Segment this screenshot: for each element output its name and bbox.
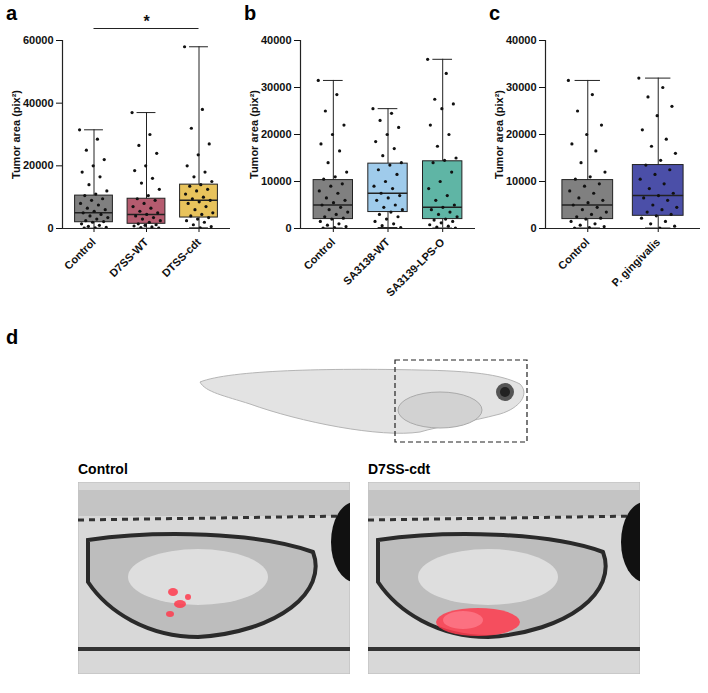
svg-text:60000: 60000 xyxy=(23,34,54,46)
html-text:b: b xyxy=(244,2,257,24)
svg-text:10000: 10000 xyxy=(506,175,537,187)
svg-text:20000: 20000 xyxy=(23,159,54,171)
svg-text:DTSS-cdt: DTSS-cdt xyxy=(159,236,203,280)
svg-text:40000: 40000 xyxy=(506,34,537,46)
html-text:c: c xyxy=(489,2,501,24)
svg-text:Tumor area (pix²): Tumor area (pix²) xyxy=(248,90,260,179)
svg-text:Tumor area (pix²): Tumor area (pix²) xyxy=(493,90,505,179)
svg-text:Control: Control xyxy=(62,236,98,272)
svg-text:40000: 40000 xyxy=(261,34,292,46)
svg-text:D7SS-WT: D7SS-WT xyxy=(107,236,151,280)
svg-text:d: d xyxy=(6,326,18,348)
html-text:a: a xyxy=(6,2,18,24)
svg-text:Tumor area (pix²): Tumor area (pix²) xyxy=(10,90,22,179)
svg-text:Control: Control xyxy=(556,236,592,272)
svg-text:P. gingivalis: P. gingivalis xyxy=(609,236,662,289)
svg-text:30000: 30000 xyxy=(506,81,537,93)
svg-text:Control: Control xyxy=(78,461,128,477)
svg-text:D7SS-cdt: D7SS-cdt xyxy=(368,461,431,477)
svg-text:0: 0 xyxy=(47,222,53,234)
svg-text:10000: 10000 xyxy=(261,175,292,187)
svg-text:40000: 40000 xyxy=(23,97,54,109)
svg-text:SA3139-LPS-O: SA3139-LPS-O xyxy=(384,235,447,298)
svg-text:0: 0 xyxy=(530,222,536,234)
svg-text:SA3138-WT: SA3138-WT xyxy=(341,236,392,287)
svg-text:20000: 20000 xyxy=(506,128,537,140)
svg-text:0: 0 xyxy=(285,222,291,234)
svg-text:30000: 30000 xyxy=(261,81,292,93)
svg-text:Control: Control xyxy=(301,236,337,272)
svg-text:20000: 20000 xyxy=(261,128,292,140)
svg-text:*: * xyxy=(143,13,150,30)
